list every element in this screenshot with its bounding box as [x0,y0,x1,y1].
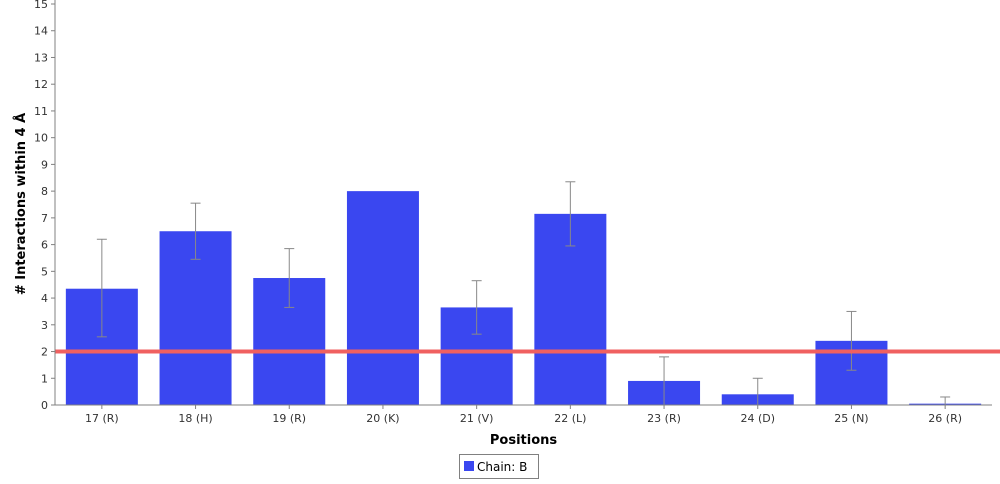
y-tick-label: 1 [41,372,48,385]
y-tick-label: 9 [41,158,48,171]
y-tick-label: 12 [34,78,48,91]
x-axis-title: Positions [490,433,558,448]
error-bars [96,181,951,406]
y-tick-label: 8 [41,185,48,198]
x-tick-label: 25 (N) [834,412,868,425]
x-axis: 17 (R) 18 (H) 19 (R) 20 (K) 21 (V) 22 (L) 23 (… [85,405,962,425]
y-tick-label: 4 [41,292,48,305]
x-tick-label: 19 (R) [272,412,306,425]
bar [346,191,419,405]
y-tick-label: 7 [41,212,48,225]
y-tick-label: 6 [41,239,48,252]
x-tick-label: 17 (R) [85,412,119,425]
y-tick-label: 0 [41,399,48,412]
axes [54,0,992,406]
x-tick-label: 24 (D) [740,412,775,425]
y-tick-label: 3 [41,319,48,332]
y-tick-label: 11 [34,105,48,118]
bar-series [65,191,982,405]
y-tick-label: 13 [34,51,48,64]
y-axis-title: # Interactions within 4 Å [13,113,29,295]
y-tick-label: 2 [41,346,48,359]
legend-label-chain-b: Chain: B [477,460,527,474]
x-tick-label: 21 (V) [460,412,494,425]
x-tick-label: 18 (H) [178,412,212,425]
x-tick-label: 22 (L) [554,412,586,425]
y-tick-label: 14 [34,25,48,38]
legend-swatch-chain-b [464,461,474,471]
x-tick-label: 26 (R) [928,412,962,425]
y-tick-label: 10 [34,132,48,145]
x-tick-label: 20 (K) [366,412,399,425]
x-tick-label: 23 (R) [647,412,681,425]
y-tick-label: 5 [41,265,48,278]
legend: Chain: B [459,454,539,479]
bar [159,231,232,405]
y-tick-label: 15 [34,0,48,11]
